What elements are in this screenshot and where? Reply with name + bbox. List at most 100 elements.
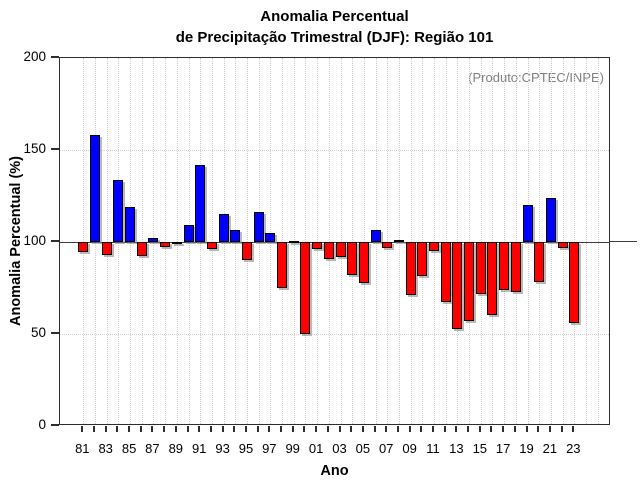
x-axis-tick xyxy=(163,426,166,432)
bar-81 xyxy=(78,242,89,253)
bar-88 xyxy=(160,242,171,247)
bar-17 xyxy=(499,242,510,290)
x-tick-label: 15 xyxy=(472,441,488,456)
x-tick-label: 19 xyxy=(519,441,534,456)
y-axis-tick xyxy=(51,332,59,334)
bar-22 xyxy=(557,242,568,248)
gridline-vertical xyxy=(492,58,494,424)
gridline-vertical xyxy=(282,58,283,424)
x-axis-tick xyxy=(326,426,329,432)
bar-23 xyxy=(569,242,580,323)
gridline-horizontal xyxy=(60,150,609,151)
x-axis-tick xyxy=(268,426,271,432)
gridline-vertical xyxy=(176,58,178,424)
bar-08 xyxy=(393,240,404,243)
bar-06 xyxy=(370,230,381,242)
x-axis-tick xyxy=(548,426,551,432)
y-axis-tick xyxy=(51,424,59,426)
bar-85 xyxy=(125,207,136,242)
gridline-vertical xyxy=(469,58,471,424)
x-axis-tick xyxy=(478,426,481,432)
bar-19 xyxy=(522,205,533,242)
x-axis-tick xyxy=(315,426,318,432)
bar-04 xyxy=(347,242,358,276)
y-tick-label: 50 xyxy=(30,325,46,340)
bar-83 xyxy=(101,242,112,255)
x-axis-tick xyxy=(490,426,493,432)
bar-16 xyxy=(487,242,498,315)
bar-18 xyxy=(510,242,521,292)
gridline-vertical xyxy=(352,58,354,424)
x-axis-tick xyxy=(116,426,119,432)
x-axis-tick xyxy=(303,426,306,432)
bar-84 xyxy=(113,180,124,242)
x-tick-label: 85 xyxy=(121,441,137,456)
bar-86 xyxy=(136,242,147,256)
bar-12 xyxy=(440,242,451,302)
gridline-vertical xyxy=(106,58,108,424)
x-axis-tick xyxy=(373,426,376,432)
gridline-vertical xyxy=(141,58,143,424)
x-tick-label: 13 xyxy=(449,441,464,456)
x-tick-label: 17 xyxy=(495,441,511,456)
x-tick-label: 07 xyxy=(378,441,394,456)
x-tick-label: 05 xyxy=(355,441,371,456)
x-tick-label: 99 xyxy=(285,441,300,456)
x-axis-tick xyxy=(572,426,575,432)
bar-90 xyxy=(183,225,194,242)
gridline-vertical xyxy=(363,58,365,424)
x-axis-tick xyxy=(525,426,528,432)
gridline-vertical xyxy=(434,58,435,424)
x-axis-tick xyxy=(420,426,423,432)
x-tick-label: 03 xyxy=(332,441,347,456)
x-axis-tick xyxy=(245,426,247,432)
x-axis-tick xyxy=(93,426,95,432)
bar-94 xyxy=(230,230,241,242)
x-axis-tick xyxy=(560,426,563,432)
x-axis-tick xyxy=(128,426,131,432)
gridline-vertical xyxy=(317,58,319,424)
bar-13 xyxy=(452,242,463,330)
x-axis-tick xyxy=(467,426,470,432)
gridline-vertical xyxy=(445,58,447,424)
x-axis-tick xyxy=(396,426,399,432)
y-axis-tick xyxy=(51,56,59,58)
bar-02 xyxy=(323,242,334,259)
produto-annotation: (Produto:CPTEC/INPE) xyxy=(468,70,604,85)
y-axis-tick xyxy=(51,148,59,150)
x-axis-tick xyxy=(198,426,201,432)
gridline-vertical xyxy=(504,58,506,424)
bar-99 xyxy=(288,241,299,244)
x-tick-label: 95 xyxy=(238,441,254,456)
x-axis-tick xyxy=(280,426,282,432)
x-axis-tick xyxy=(233,426,236,432)
gridline-vertical xyxy=(457,58,459,424)
x-axis-tick xyxy=(104,426,107,432)
gridline-vertical xyxy=(574,58,576,424)
x-axis-tick xyxy=(338,426,341,432)
gridline-vertical xyxy=(410,58,412,424)
y-tick-label: 200 xyxy=(23,49,46,64)
bar-20 xyxy=(534,242,545,282)
gridline-vertical xyxy=(515,58,517,424)
gridline-vertical xyxy=(539,58,541,424)
chart-title-line-1: Anomalia Percentual xyxy=(260,8,409,25)
bar-07 xyxy=(382,242,393,248)
x-axis-tick xyxy=(81,426,84,432)
x-tick-label: 23 xyxy=(566,441,581,456)
x-axis-tick xyxy=(139,426,142,432)
bar-10 xyxy=(417,242,428,276)
x-tick-label: 87 xyxy=(145,441,160,456)
x-axis-tick xyxy=(455,426,458,432)
bar-93 xyxy=(218,214,229,242)
x-tick-label: 21 xyxy=(542,441,558,456)
x-axis-tick xyxy=(361,426,364,432)
x-axis-tick xyxy=(502,426,505,432)
x-axis-tick xyxy=(151,426,154,432)
bar-89 xyxy=(171,242,182,244)
gridline-vertical xyxy=(83,58,85,424)
bar-00 xyxy=(300,242,311,334)
gridline-vertical xyxy=(562,58,564,424)
x-tick-label: 11 xyxy=(426,441,440,456)
